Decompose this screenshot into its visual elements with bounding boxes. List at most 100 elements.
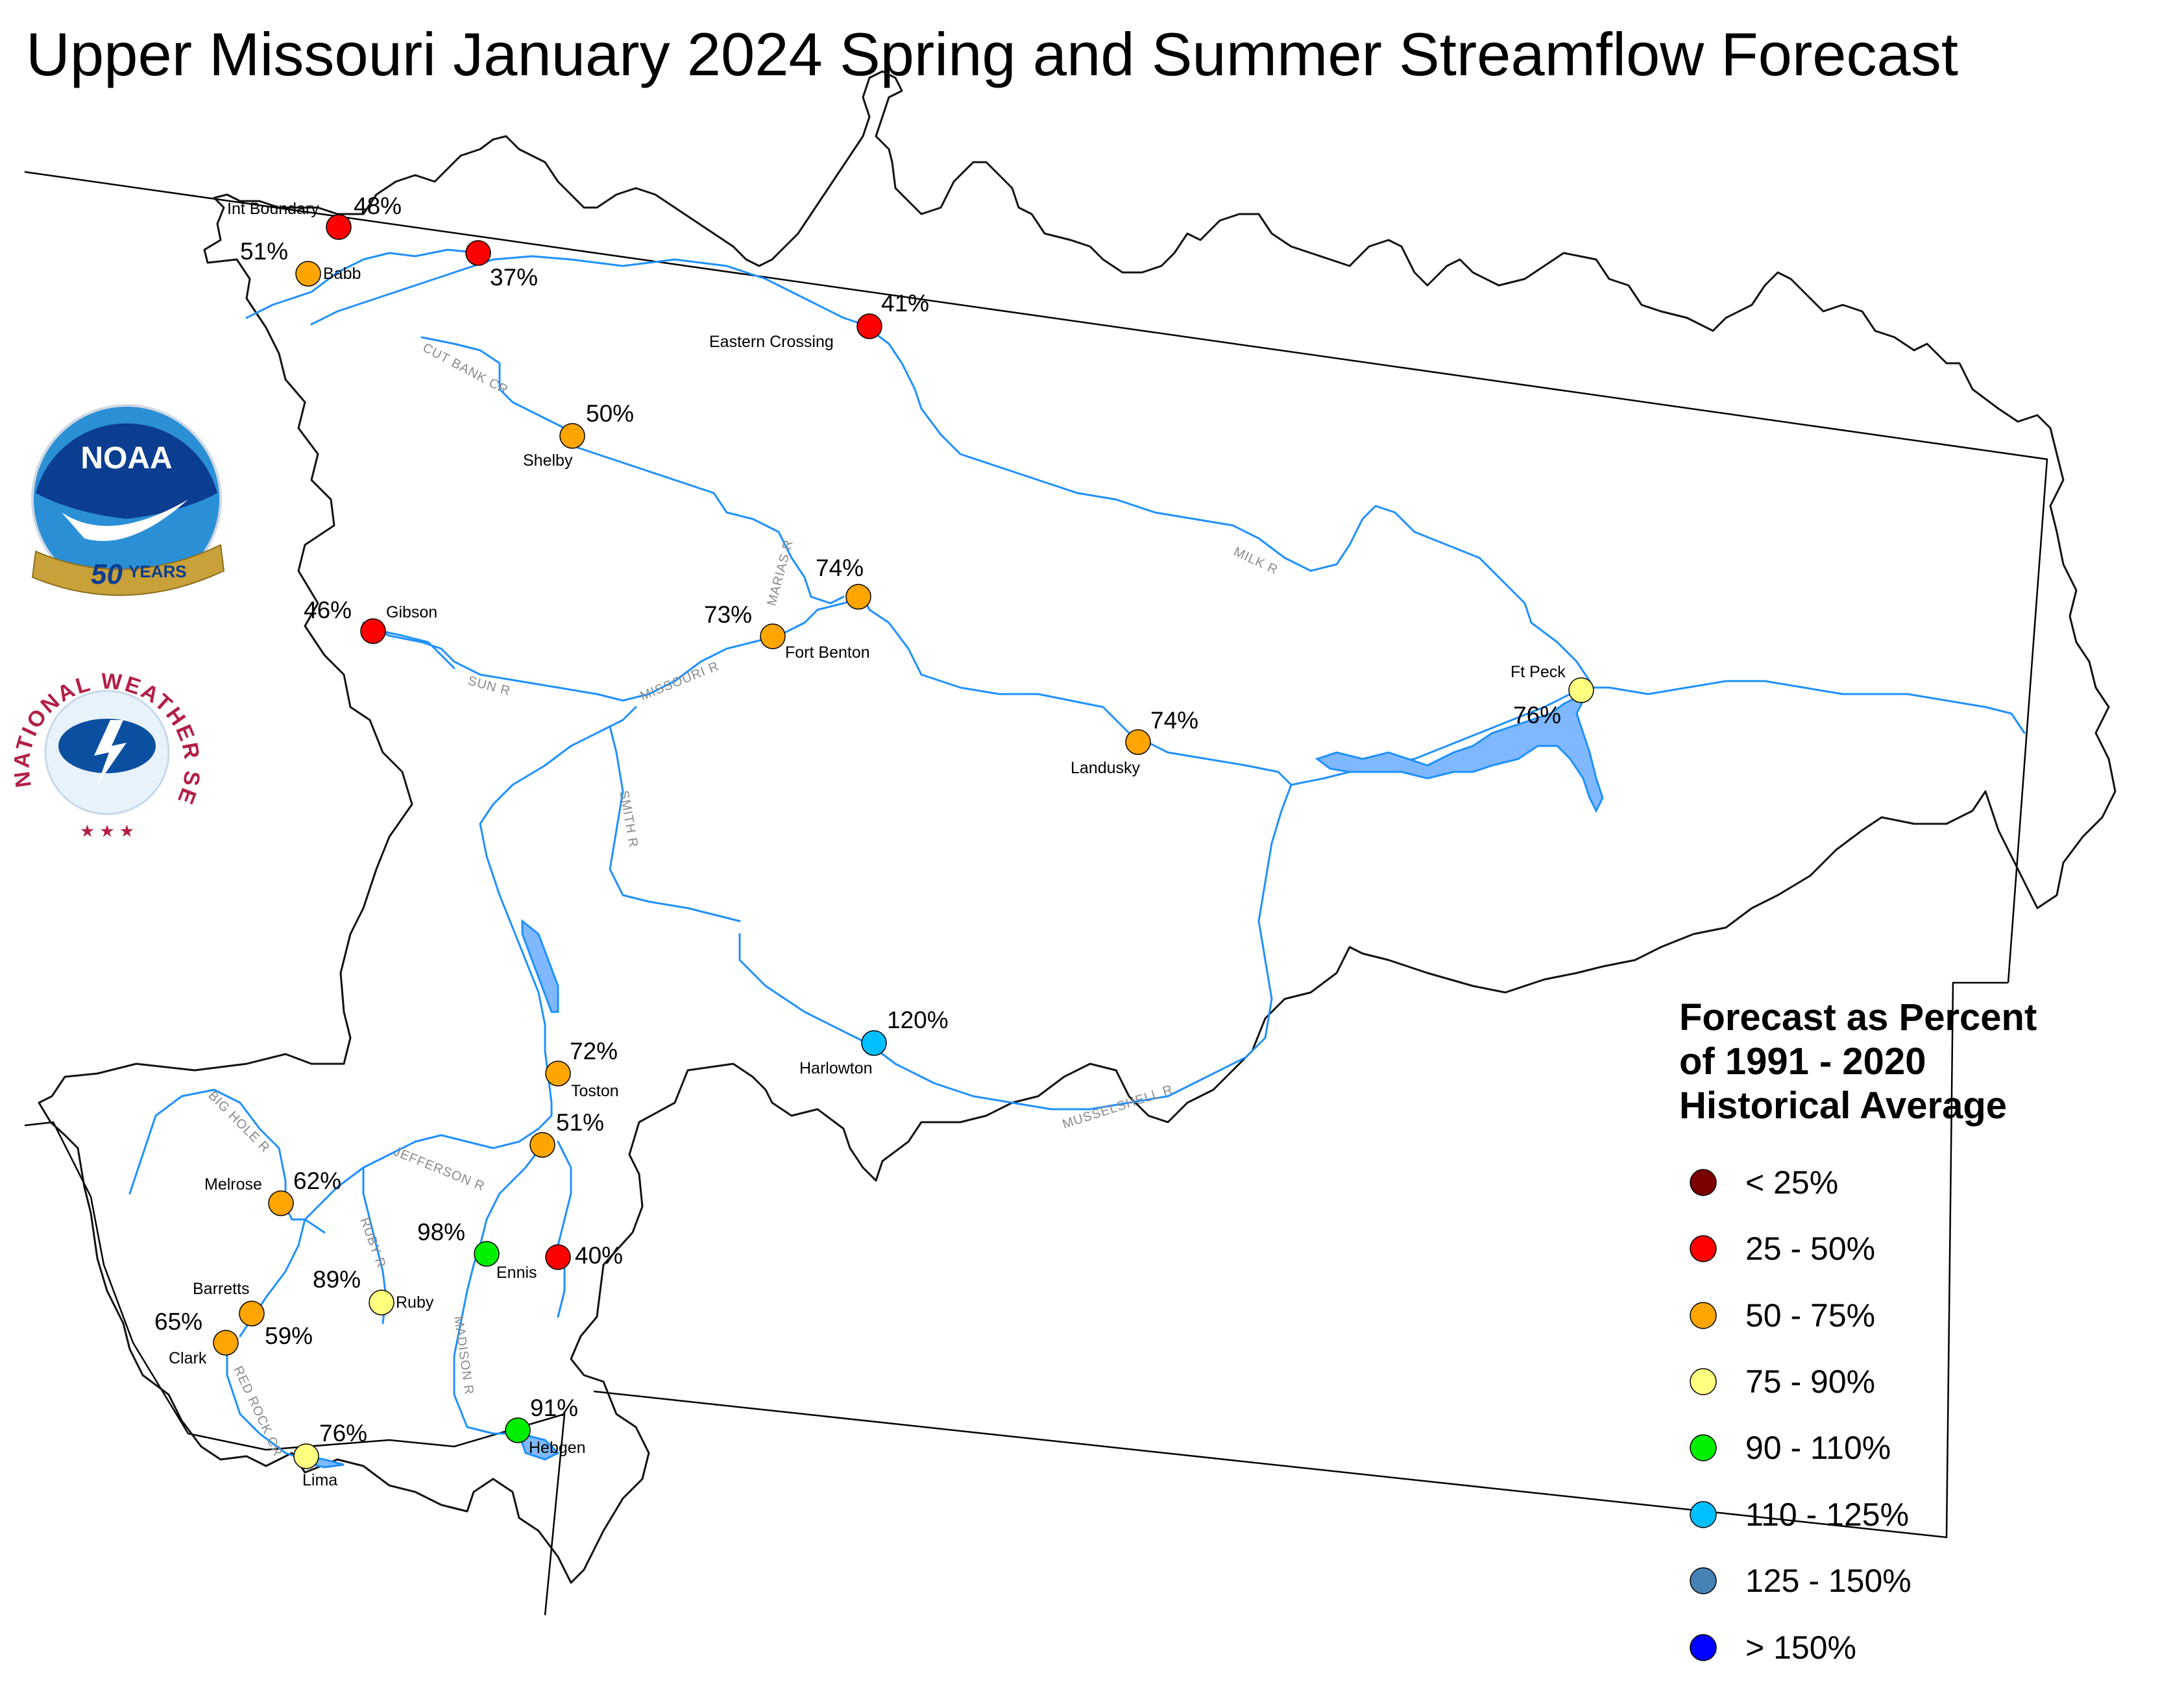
legend-swatch [1690, 1567, 1717, 1594]
site-percent: 41% [881, 290, 929, 317]
site-percent: 51% [556, 1109, 604, 1136]
legend-label: 75 - 90% [1745, 1363, 1875, 1400]
site-int-boundary[interactable]: Int Boundary 48% [227, 193, 402, 240]
fort-peck-reservoir [1315, 696, 1604, 813]
site-harlowton[interactable]: Harlowton 120% [799, 1007, 949, 1077]
legend-label: < 25% [1745, 1164, 1838, 1201]
site-marker[interactable] [529, 1132, 555, 1158]
site-st-mary-border[interactable]: 37% [465, 240, 538, 291]
legend-title-line: Forecast as Percent [1679, 996, 2037, 1039]
site-name: Hebgen [529, 1439, 586, 1457]
wyoming-border-line [593, 981, 2008, 1539]
site-gallatin-gateway[interactable]: 40% [545, 1242, 623, 1270]
forecast-sites: Int Boundary 48% 37% Babb 51% Eastern Cr… [154, 193, 1594, 1489]
legend: Forecast as Percent of 1991 - 2020 Histo… [1679, 996, 2037, 1666]
legend-item: 125 - 150% [1690, 1563, 1911, 1599]
site-percent: 89% [313, 1266, 361, 1293]
noaa-anniversary-number: 50 [91, 558, 123, 590]
legend-swatch [1690, 1235, 1717, 1262]
site-shelby[interactable]: Shelby 50% [523, 400, 634, 470]
site-marker[interactable] [505, 1417, 531, 1443]
river-madison [453, 1140, 546, 1435]
idaho-border-line [24, 1121, 566, 1616]
site-percent: 73% [704, 601, 752, 628]
river-milk [310, 255, 1591, 682]
site-barretts[interactable]: Barretts 59% [193, 1280, 313, 1349]
site-lima[interactable]: Lima 76% [293, 1420, 367, 1489]
river-label: SMITH R [616, 789, 640, 849]
site-marker[interactable] [293, 1443, 319, 1469]
site-marker[interactable] [760, 623, 786, 649]
site-ruby[interactable]: Ruby 89% [313, 1266, 434, 1315]
site-toston[interactable]: Toston 72% [545, 1038, 619, 1100]
river-network [128, 248, 2026, 1461]
legend-label: 25 - 50% [1745, 1231, 1875, 1267]
site-name: Lima [302, 1471, 337, 1489]
site-marker[interactable] [559, 423, 585, 449]
site-melrose[interactable]: Melrose 62% [204, 1168, 341, 1216]
site-percent: 48% [354, 193, 402, 219]
site-percent: 120% [887, 1007, 949, 1033]
river-label: JEFFERSON R [391, 1144, 487, 1194]
site-percent: 40% [575, 1242, 623, 1269]
lightning-bolt-icon [94, 720, 127, 785]
site-marker[interactable] [845, 584, 871, 610]
basin-boundary [38, 70, 2117, 1584]
site-three-forks[interactable]: 51% [529, 1109, 604, 1158]
legend-item: 90 - 110% [1690, 1430, 1891, 1466]
river-jefferson [304, 1114, 553, 1221]
legend-item: 75 - 90% [1690, 1363, 1875, 1400]
site-percent: 65% [154, 1308, 202, 1335]
site-marker[interactable] [360, 618, 386, 644]
site-marker[interactable] [474, 1241, 500, 1267]
site-percent: 46% [304, 597, 352, 623]
river-st-mary [245, 248, 481, 319]
site-babb[interactable]: Babb 51% [240, 238, 361, 287]
legend-swatch [1690, 1434, 1717, 1461]
site-landusky[interactable]: Landusky 74% [1071, 707, 1198, 777]
site-marker[interactable] [239, 1301, 265, 1327]
site-marker[interactable] [1568, 677, 1594, 703]
river-label: MUSSELSHELL R [1061, 1083, 1175, 1132]
legend-title-line: of 1991 - 2020 [1679, 1040, 1926, 1083]
site-marker[interactable] [856, 313, 882, 339]
site-hebgen[interactable]: Hebgen 91% [505, 1395, 586, 1457]
site-marker[interactable] [326, 214, 352, 240]
site-marker[interactable] [268, 1190, 294, 1216]
site-eastern-crossing[interactable]: Eastern Crossing 41% [709, 290, 929, 351]
site-marker[interactable] [213, 1330, 239, 1356]
site-name: Eastern Crossing [709, 333, 834, 351]
river-musselshell [738, 784, 1292, 1111]
site-name: Shelby [523, 451, 573, 470]
legend-item: 25 - 50% [1690, 1231, 1875, 1267]
site-marker[interactable] [545, 1061, 571, 1087]
site-marker[interactable] [861, 1030, 887, 1056]
site-fort-benton[interactable]: Fort Benton 73% [704, 601, 870, 662]
site-marker[interactable] [1125, 729, 1151, 755]
site-marker[interactable] [545, 1244, 571, 1270]
legend-label: 110 - 125% [1745, 1496, 1909, 1533]
site-ennis[interactable]: Ennis 98% [417, 1219, 537, 1282]
site-name: Int Boundary [227, 200, 319, 218]
river-label: MARIAS R [765, 538, 796, 607]
noaa-anniversary-ribbon [31, 544, 225, 596]
site-name: Fort Benton [785, 643, 870, 662]
site-marker[interactable] [369, 1290, 394, 1315]
site-name: Harlowton [799, 1059, 873, 1077]
site-percent: 59% [265, 1323, 313, 1349]
legend-swatch [1690, 1169, 1717, 1196]
river-big-hole [128, 1088, 326, 1234]
reservoirs [304, 696, 1604, 1469]
site-name: Toston [571, 1082, 619, 1100]
site-gibson[interactable]: Gibson 46% [304, 597, 437, 644]
river-label: BIG HOLE R [205, 1088, 273, 1156]
site-percent: 51% [240, 238, 288, 265]
site-marker[interactable] [465, 240, 491, 266]
site-marias-mouth[interactable]: 74% [816, 555, 871, 610]
site-marker[interactable] [295, 261, 321, 287]
river-label: CUT BANK CR [420, 341, 511, 398]
site-clark[interactable]: Clark 65% [154, 1308, 239, 1367]
site-ft-peck[interactable]: Ft Peck 76% [1511, 663, 1594, 728]
legend-item: 50 - 75% [1690, 1297, 1875, 1334]
site-percent: 76% [319, 1420, 367, 1447]
